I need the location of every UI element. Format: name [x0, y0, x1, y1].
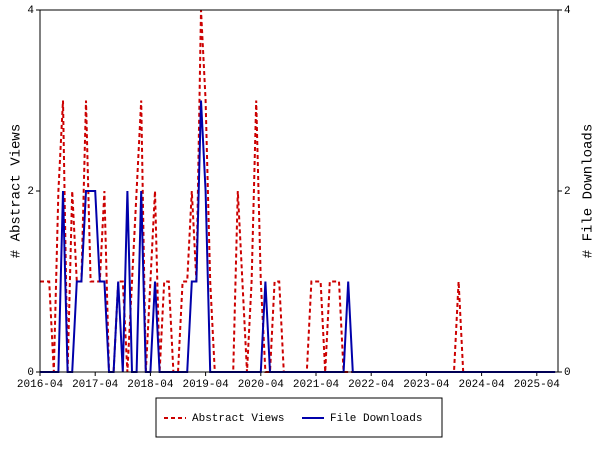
y2-tick-label: 0 [564, 367, 571, 379]
legend-box [155, 397, 443, 438]
y2-tick-label: 4 [564, 5, 571, 17]
x-tick-label: 2025-04 [514, 379, 561, 391]
y-axis-title: # Abstract Views [9, 124, 25, 258]
legend-label: File Downloads [330, 413, 422, 425]
x-tick-label: 2021-04 [293, 379, 340, 391]
y-tick-label: 4 [27, 5, 34, 17]
x-tick-label: 2022-04 [348, 379, 395, 391]
x-tick-label: 2017-04 [72, 379, 119, 391]
plot-frame [39, 9, 559, 373]
x-tick-label: 2023-04 [403, 379, 450, 391]
x-tick-label: 2024-04 [458, 379, 505, 391]
x-tick-label: 2018-04 [127, 379, 174, 391]
legend-label: Abstract Views [192, 413, 284, 425]
x-tick-label: 2019-04 [182, 379, 229, 391]
x-tick-label: 2020-04 [238, 379, 285, 391]
x-tick-label: 2016-04 [17, 379, 64, 391]
y-tick-label: 0 [27, 367, 34, 379]
y2-tick-label: 2 [564, 186, 571, 198]
y2-axis-title: # File Downloads [581, 124, 597, 258]
y-tick-label: 2 [27, 186, 34, 198]
